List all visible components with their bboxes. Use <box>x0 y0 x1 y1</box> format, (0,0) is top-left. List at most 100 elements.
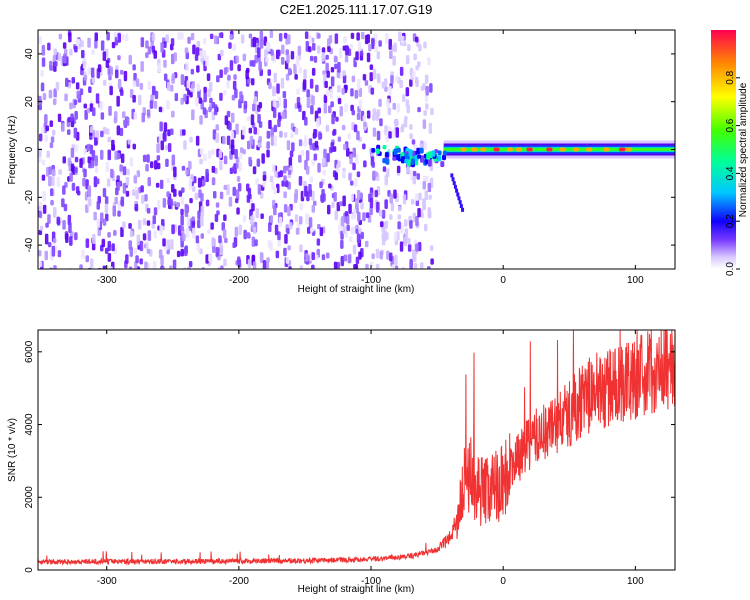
spectrogram-cell <box>224 115 229 126</box>
spectrogram-cell <box>360 231 364 240</box>
spectrogram-cell <box>169 198 173 206</box>
spectrogram-cell <box>362 74 367 81</box>
spectrogram-cell <box>134 203 139 212</box>
spectrogram-cell <box>384 199 388 209</box>
spectrogram-cell <box>109 85 113 96</box>
spectrogram-cell <box>407 237 411 245</box>
spectrogram-cell <box>52 98 57 106</box>
spectrogram-cell <box>356 78 361 90</box>
spectrogram-cell <box>311 190 315 201</box>
spectrogram-cell <box>67 116 71 123</box>
spectrogram-cell <box>122 166 127 176</box>
spectrogram-cell <box>166 191 170 198</box>
spectrogram-cell <box>125 254 129 264</box>
spectrogram-cell <box>326 252 330 259</box>
spectrogram-cell <box>397 221 401 230</box>
signal-hotspot <box>460 147 467 152</box>
spectrogram-cell <box>228 42 232 49</box>
spectrogram-cell <box>259 30 264 42</box>
spectrogram-cell <box>251 236 256 247</box>
spectrogram-cell <box>365 212 370 219</box>
signal-transition-cell <box>427 159 432 167</box>
spectrogram-cell <box>103 126 107 135</box>
colorbar-tick-label: 0.6 <box>725 118 736 132</box>
spectrogram-cell <box>424 223 428 232</box>
signal-transition-cell <box>392 156 397 161</box>
spectrogram-cell <box>120 226 124 238</box>
spectrogram-cell <box>273 204 277 216</box>
spectrogram-cell <box>156 143 160 153</box>
snr-xtick-label: -300 <box>97 576 117 587</box>
spectrogram-cell <box>302 79 307 90</box>
spectrogram-cell <box>299 265 304 269</box>
spectrogram-cell <box>352 162 356 171</box>
spectrogram-cell <box>273 187 278 195</box>
spectrogram-cell <box>180 74 185 85</box>
spectrogram-cell <box>220 49 224 57</box>
spectrogram-cell <box>141 194 145 204</box>
signal-transition-cell <box>400 156 405 164</box>
spectrogram-cell <box>90 258 94 269</box>
spectrogram-cell <box>273 124 278 133</box>
spectrogram-cell <box>251 203 255 212</box>
spectrogram-cell <box>113 31 118 38</box>
spectrogram-cell <box>88 86 92 93</box>
spectrogram-cell <box>330 67 335 73</box>
spectrogram-cell <box>351 109 355 116</box>
spectrogram-cell <box>326 269 330 275</box>
spectrogram-cell <box>317 107 321 114</box>
spectrogram-cell <box>381 81 386 89</box>
spectrogram-cell <box>186 215 191 227</box>
spectrogram-cell <box>315 84 319 93</box>
signal-hotspot <box>625 147 632 152</box>
spectrogram-cell <box>191 109 195 121</box>
spectrogram-cell <box>351 226 355 235</box>
spectrogram-cell <box>252 103 256 112</box>
spectrogram-cell <box>48 89 53 99</box>
signal-transition-cell <box>382 145 387 150</box>
spectrogram-cell <box>50 136 55 143</box>
spectrogram-cell <box>347 133 351 140</box>
signal-transition-cell <box>408 149 413 157</box>
spectrogram-cell <box>67 157 72 167</box>
spectrogram-xtick-label: -300 <box>97 275 117 286</box>
spectrogram-cell <box>210 222 214 230</box>
spectrogram-cell <box>334 63 338 70</box>
spectrogram-cell <box>226 80 230 89</box>
spectrogram-cell <box>145 241 149 251</box>
spectrogram-cell <box>180 248 184 257</box>
spectrogram-cell <box>170 128 174 135</box>
signal-transition-cell <box>437 155 442 162</box>
spectrogram-cell <box>199 50 203 59</box>
signal-hotspot <box>480 147 487 152</box>
spectrogram-cell <box>188 160 192 170</box>
spectrogram-cell <box>331 113 335 125</box>
spectrogram-cell <box>313 200 317 206</box>
spectrogram-cell <box>81 249 85 259</box>
spectrogram-cell <box>295 227 300 235</box>
spectrogram-cell <box>79 264 83 269</box>
spectrogram-cell <box>171 154 176 166</box>
spectrogram-cell <box>340 239 344 249</box>
spectrogram-cell <box>348 172 352 181</box>
spectrogram-cell <box>62 220 66 230</box>
spectrogram-cell <box>385 33 389 44</box>
spectrogram-cell <box>205 55 209 67</box>
spectrogram-cell <box>297 102 301 109</box>
signal-hotspot <box>572 147 579 152</box>
spectrogram-cell <box>299 203 304 211</box>
spectrogram-cell <box>119 127 124 137</box>
spectrogram-cell <box>326 153 330 163</box>
spectrogram-cell <box>58 169 62 175</box>
spectrogram-cell <box>409 133 413 140</box>
spectrogram-cell <box>47 214 51 224</box>
spectrogram-cell <box>157 63 162 73</box>
spectrogram-cell <box>377 75 381 84</box>
spectrogram-cell <box>58 33 63 40</box>
spectrogram-cell <box>342 195 346 207</box>
spectrogram-cell <box>159 225 163 236</box>
spectrogram-cell <box>192 44 196 55</box>
spectrogram-cell <box>400 223 404 234</box>
spectrogram-cell <box>125 33 129 42</box>
spectrogram-cell <box>415 200 420 207</box>
